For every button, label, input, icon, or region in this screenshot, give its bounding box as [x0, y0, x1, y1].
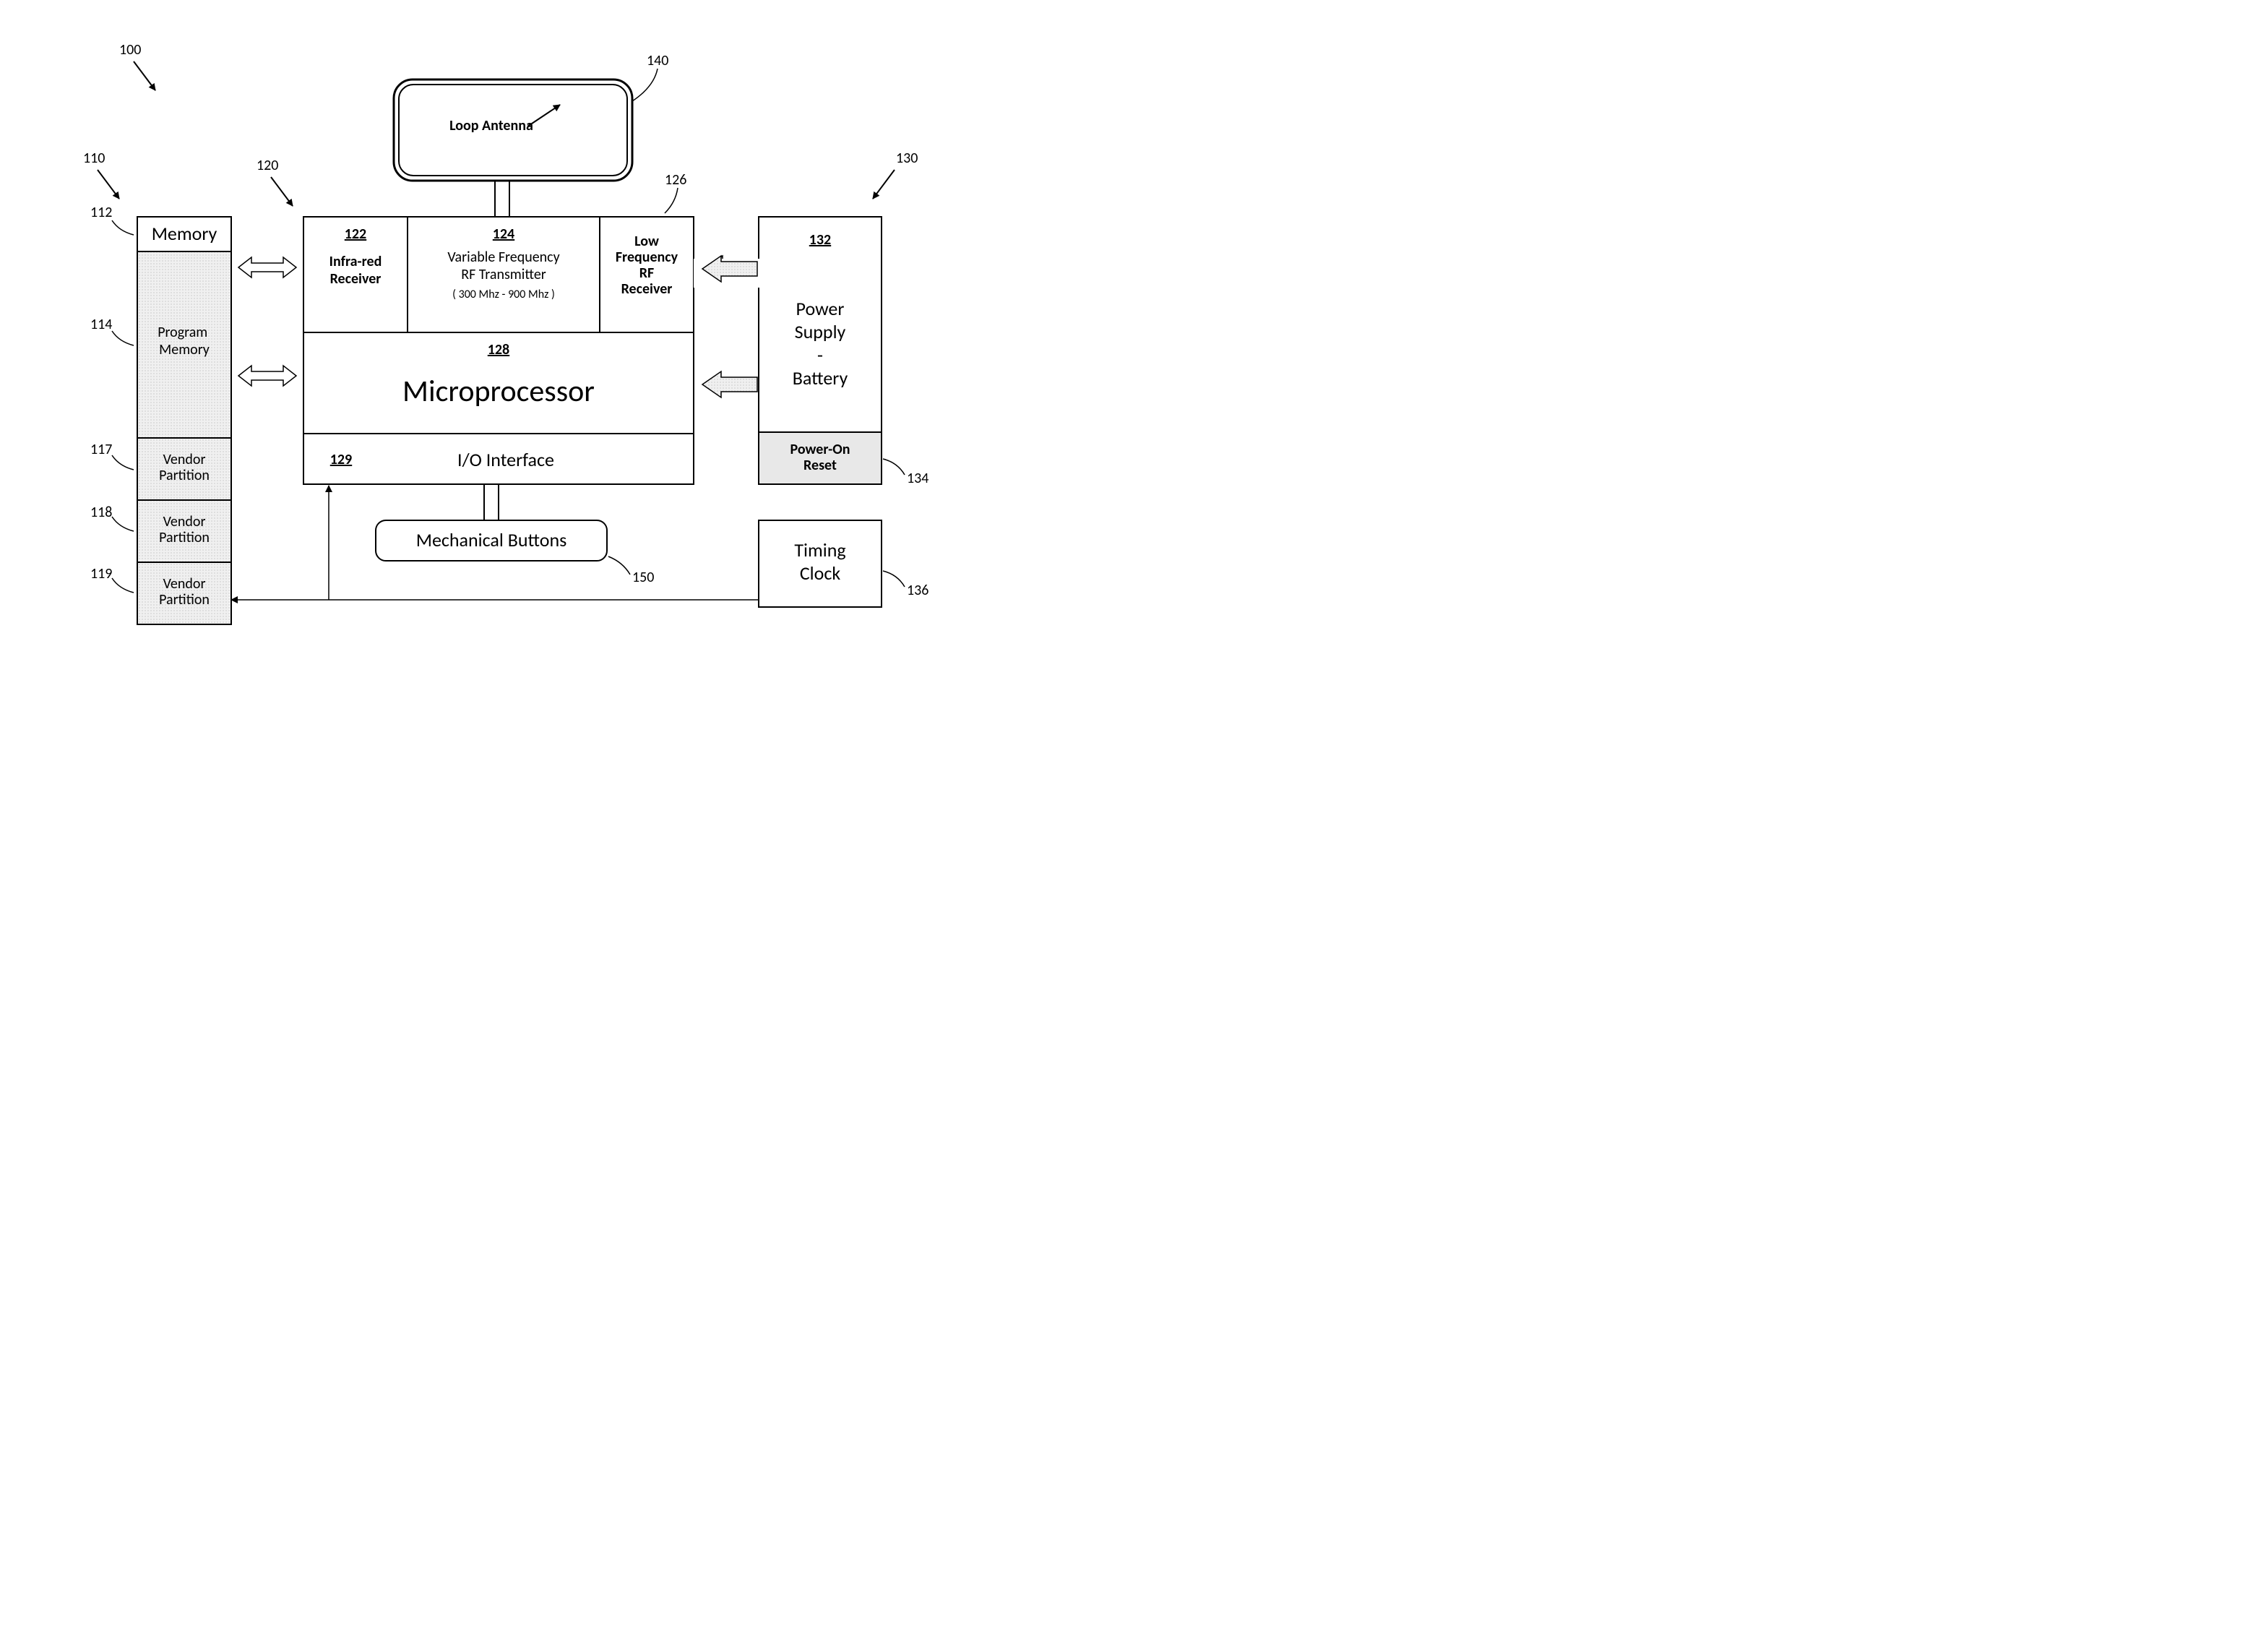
svg-text:110: 110 [83, 150, 105, 167]
svg-text:128: 128 [488, 341, 509, 358]
svg-text:129: 129 [330, 451, 352, 468]
block-diagram: Loop Antenna 140 Memory Program Memory V… [0, 0, 1129, 826]
processor-block: 122 Infra-redReceiver 124 Variable Frequ… [303, 217, 694, 484]
svg-text:100: 100 [119, 41, 141, 59]
svg-text:118: 118 [90, 504, 112, 521]
svg-text:126: 126 [665, 171, 686, 189]
power-block: 132 PowerSupply-Battery Power-OnReset 13… [759, 217, 928, 487]
power-arrow-bottom [702, 371, 757, 397]
svg-text:124: 124 [493, 225, 514, 243]
svg-text:114: 114 [90, 316, 112, 333]
program-memory-label: Program Memory [158, 324, 211, 358]
svg-text:VendorPartition: VendorPartition [159, 451, 210, 484]
svg-text:VendorPartition: VendorPartition [159, 513, 210, 546]
svg-text:122: 122 [345, 225, 366, 243]
memory-title: Memory [152, 222, 217, 245]
svg-text:130: 130 [896, 150, 918, 167]
svg-text:132: 132 [809, 231, 831, 249]
memory-leaders: 112 114 117 118 119 [90, 204, 134, 593]
svg-text:112: 112 [90, 204, 112, 221]
svg-text:134: 134 [907, 470, 928, 487]
timing-clock: TimingClock 136 [759, 520, 928, 607]
svg-text:120: 120 [257, 157, 278, 174]
svg-text:150: 150 [632, 569, 654, 586]
svg-text:117: 117 [90, 441, 112, 458]
svg-text:Infra-redReceiver: Infra-redReceiver [329, 253, 382, 288]
bidir-arrow-1 [238, 257, 296, 278]
svg-text:Variable FrequencyRF Transmitt: Variable FrequencyRF Transmitter [447, 249, 559, 283]
antenna-label: Loop Antenna [449, 117, 533, 134]
svg-text:119: 119 [90, 565, 112, 582]
svg-text:I/O Interface: I/O Interface [457, 448, 554, 471]
loop-antenna: Loop Antenna 140 [394, 52, 668, 217]
svg-text:( 300 Mhz - 900 Mhz ): ( 300 Mhz - 900 Mhz ) [452, 288, 555, 301]
svg-text:136: 136 [907, 582, 928, 599]
bidir-arrow-2 [238, 366, 296, 386]
svg-text:Mechanical Buttons: Mechanical Buttons [416, 528, 567, 551]
svg-text:TimingClock: TimingClock [794, 538, 845, 585]
svg-text:VendorPartition: VendorPartition [159, 575, 210, 608]
svg-text:Microprocessor: Microprocessor [402, 373, 595, 410]
ref-140: 140 [647, 52, 668, 69]
mechanical-buttons: Mechanical Buttons 150 [376, 484, 654, 586]
memory-block: Memory Program Memory VendorPartition Ve… [0, 0, 231, 624]
